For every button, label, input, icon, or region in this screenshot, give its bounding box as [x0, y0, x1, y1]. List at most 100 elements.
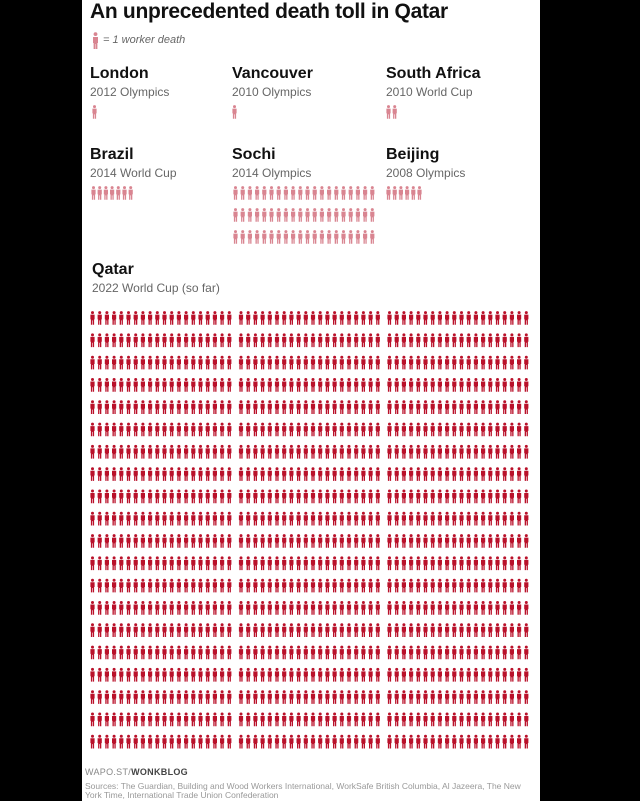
worker-figure: [416, 601, 421, 615]
worker-figure: [240, 230, 245, 244]
worker-figure: [198, 400, 203, 414]
worker-figure: [303, 444, 308, 459]
worker-figure: [227, 712, 232, 727]
worker-figure: [354, 734, 359, 749]
worker-figure: [495, 690, 500, 704]
worker-figure: [361, 578, 366, 593]
worker-figure: [162, 489, 167, 504]
worker-figure: [104, 444, 109, 459]
worker-figure: [310, 467, 316, 481]
worker-figure: [97, 534, 102, 548]
worker-figure: [488, 444, 493, 459]
event-subtitle: 2014 World Cup: [90, 166, 177, 180]
worker-figure: [416, 378, 421, 392]
worker-figure: [191, 712, 196, 727]
worker-figure: [119, 333, 124, 348]
worker-figure: [274, 534, 280, 548]
worker-figure: [488, 400, 493, 414]
worker-figure: [509, 355, 514, 370]
worker-figure: [409, 489, 414, 504]
worker-figure: [466, 534, 471, 548]
worker-figure: [112, 378, 117, 392]
worker-figure: [466, 645, 471, 660]
worker-figure: [416, 534, 421, 548]
worker-figure: [184, 556, 189, 571]
worker-figure: [452, 467, 457, 481]
worker-figure: [459, 378, 464, 392]
worker-figure: [488, 333, 493, 348]
worker-figure: [452, 534, 457, 548]
worker-figure: [269, 186, 274, 200]
credit-brand: WONKBLOG: [131, 767, 188, 777]
worker-figure: [140, 734, 145, 749]
worker-figure: [445, 645, 450, 660]
worker-figure: [416, 712, 421, 727]
worker-figure: [409, 578, 414, 593]
worker-figure: [318, 645, 323, 660]
worker-figure: [260, 489, 265, 504]
worker-figure: [517, 378, 522, 392]
worker-figure: [339, 734, 344, 749]
worker-figure: [289, 467, 294, 481]
worker-figure: [176, 601, 181, 615]
worker-figure: [332, 489, 337, 504]
worker-figure: [375, 511, 380, 526]
worker-figure: [305, 208, 310, 222]
worker-figure: [318, 578, 323, 593]
worker-figure: [267, 601, 272, 615]
worker-figure: [289, 623, 294, 637]
worker-figure: [368, 333, 373, 348]
worker-figure: [502, 712, 507, 727]
worker-figure: [452, 734, 457, 749]
worker-figure: [289, 378, 294, 392]
worker-figure: [473, 667, 478, 682]
worker-figure: [409, 311, 414, 325]
worker-figure: [162, 311, 167, 325]
worker-figure: [517, 578, 522, 593]
worker-figure: [346, 422, 352, 437]
worker-figure: [104, 712, 109, 727]
worker-figure: [481, 378, 486, 392]
worker-figure: [198, 645, 203, 660]
worker-figure: [495, 355, 500, 370]
worker-figure: [238, 333, 244, 348]
worker-figure: [319, 230, 324, 244]
worker-figure: [148, 355, 153, 370]
worker-figure: [253, 578, 258, 593]
worker-figure: [339, 534, 344, 548]
worker-figure: [502, 444, 507, 459]
worker-figure: [437, 511, 442, 526]
worker-figure: [339, 690, 344, 704]
worker-figure: [92, 105, 97, 119]
worker-figure: [361, 556, 366, 571]
worker-figure: [119, 355, 124, 370]
worker-figure: [97, 578, 102, 593]
worker-figure: [133, 601, 138, 615]
worker-figure: [517, 444, 522, 459]
worker-figure: [375, 556, 380, 571]
worker-figure: [368, 355, 373, 370]
worker-figure: [260, 422, 265, 437]
worker-figure: [97, 378, 102, 392]
worker-figure: [162, 623, 167, 637]
worker-figure: [430, 734, 435, 749]
worker-figure: [169, 422, 174, 437]
worker-figure: [452, 489, 457, 504]
worker-figure: [133, 712, 138, 727]
worker-figure: [502, 667, 507, 682]
worker-figure: [282, 712, 287, 727]
worker-figure: [184, 355, 189, 370]
worker-figure: [205, 645, 210, 660]
worker-figure: [375, 578, 380, 593]
worker-figure: [517, 645, 522, 660]
worker-figure: [325, 712, 330, 727]
worker-figure: [176, 400, 181, 414]
worker-figure: [394, 400, 399, 414]
worker-figure: [459, 645, 464, 660]
worker-figure: [318, 601, 323, 615]
worker-figure: [227, 311, 232, 325]
worker-figure: [368, 690, 373, 704]
worker-figure: [473, 355, 478, 370]
worker-figure: [126, 378, 131, 392]
worker-figure: [296, 444, 301, 459]
